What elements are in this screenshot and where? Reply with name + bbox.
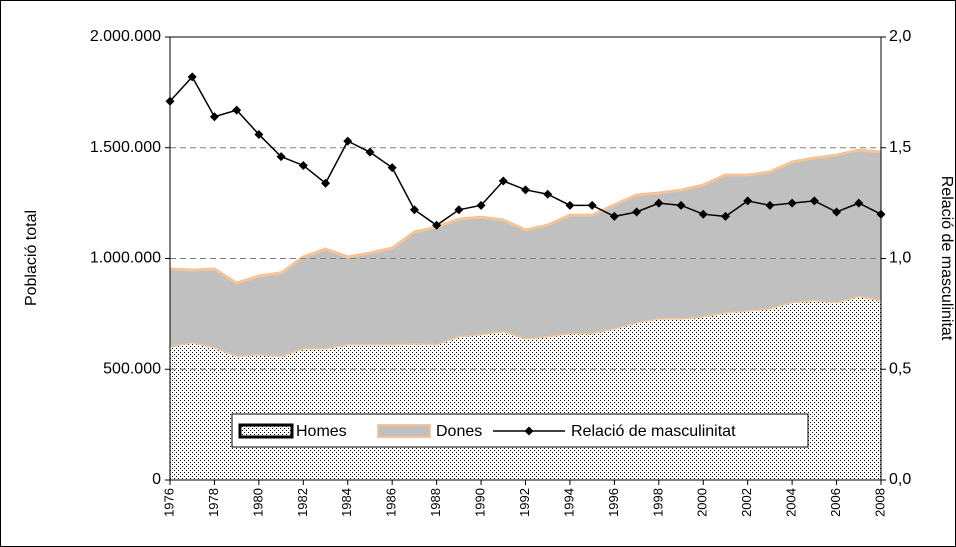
marker [232,105,242,115]
y2-tick-label: 1,0 [889,250,911,267]
y-tick-label: 1.000.000 [90,250,161,267]
y-tick-label: 0 [152,471,161,488]
marker [276,152,286,162]
marker [676,200,686,210]
marker [387,163,397,173]
y-tick-label: 1.500.000 [90,139,161,156]
legend-label: Relació de masculinitat [571,423,736,440]
x-tick-label: 1992 [517,488,532,517]
legend-marker [524,426,534,436]
marker [632,207,642,217]
legend-label: Homes [296,423,347,440]
marker [498,176,508,186]
x-tick-label: 1976 [161,488,176,517]
y2-tick-label: 0,0 [889,471,911,488]
marker [409,205,419,215]
marker [165,96,175,106]
x-tick-label: 1978 [206,488,221,517]
y2-tick-label: 1,5 [889,139,911,156]
y-tick-label: 2.000.000 [90,28,161,45]
y2-axis-label: Relació de masculinitat [938,176,955,341]
marker [832,207,842,217]
marker [698,209,708,219]
marker [609,211,619,221]
legend: Homes Dones Relació de masculinitat [231,413,809,448]
x-tick-label: 1988 [428,488,443,517]
y2-tick-label: 0,5 [889,360,911,377]
x-tick-label: 2004 [784,488,799,517]
marker [743,196,753,206]
x-tick-label: 2008 [872,488,887,517]
marker [765,200,775,210]
marker [365,147,375,157]
y-tick-label: 500.000 [103,360,161,377]
marker [654,198,664,208]
legend-swatch [238,423,294,439]
marker [565,200,575,210]
marker [343,136,353,146]
x-tick-label: 1986 [384,488,399,517]
x-tick-label: 2000 [695,488,710,517]
x-tick-label: 1990 [473,488,488,517]
x-tick-label: 1998 [650,488,665,517]
y2-tick-label: 2,0 [889,28,911,45]
x-tick-label: 1994 [561,488,576,517]
marker [321,178,331,188]
x-tick-label: 2002 [739,488,754,517]
x-tick-label: 1984 [339,488,354,517]
y-axis-label: Població total [23,210,40,306]
marker [298,160,308,170]
x-tick-label: 2006 [828,488,843,517]
marker [543,189,553,199]
area [170,149,881,356]
marker [587,200,597,210]
x-tick-label: 1996 [606,488,621,517]
area-edge [169,148,882,285]
marker [254,129,264,139]
marker [876,209,886,219]
marker [187,72,197,82]
marker [809,196,819,206]
marker [854,198,864,208]
x-tick-label: 1980 [250,488,265,517]
x-tick-label: 1982 [295,488,310,517]
marker [432,220,442,230]
marker [454,205,464,215]
marker [720,211,730,221]
marker [521,185,530,195]
marker [476,200,486,210]
marker [787,198,797,208]
legend-swatch [377,424,431,438]
legend-label: Dones [436,423,482,440]
marker [209,112,219,122]
